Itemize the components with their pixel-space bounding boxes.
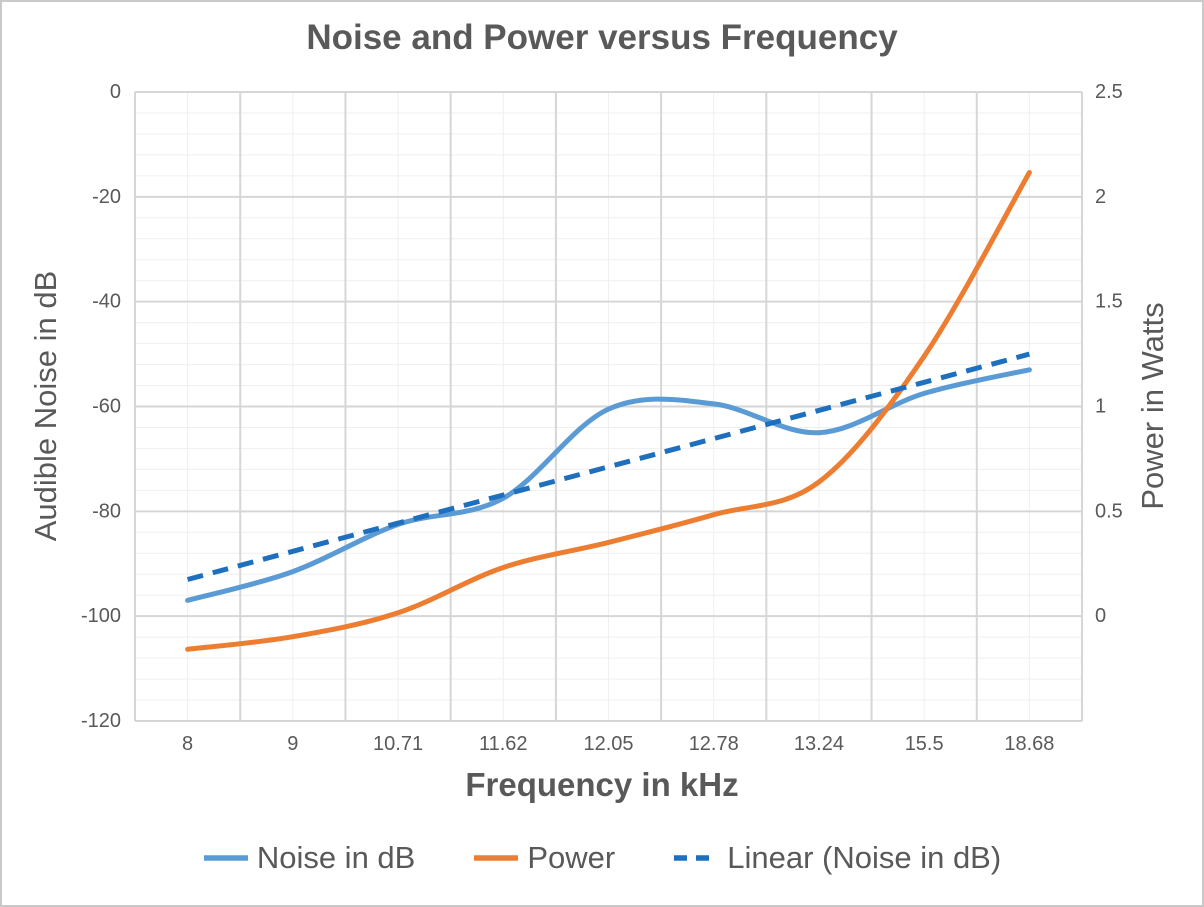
x-tick-label: 18.68 bbox=[1004, 733, 1054, 755]
legend-item-power: Power bbox=[473, 840, 615, 876]
series-line-linear-noise-in-db bbox=[186, 351, 1031, 582]
legend-item-linear-noise-in-db: Linear (Noise in dB) bbox=[673, 840, 1001, 876]
legend-line-swatch bbox=[674, 855, 719, 861]
legend-item-noise-in-db: Noise in dB bbox=[203, 840, 416, 876]
y-left-tick-label: -80 bbox=[92, 500, 121, 522]
legend: Noise in dB Power Linear (Noise in dB) bbox=[2, 832, 1202, 884]
y-right-tick-label: 2.5 bbox=[1095, 81, 1123, 103]
y-left-tick-label: 0 bbox=[110, 81, 121, 103]
x-tick-label: 8 bbox=[182, 733, 193, 755]
legend-label: Power bbox=[527, 840, 616, 875]
y-axis-left-title: Audible Noise in dB bbox=[28, 270, 63, 542]
x-tick-label: 12.78 bbox=[689, 733, 739, 755]
x-tick-label: 12.05 bbox=[583, 733, 633, 755]
y-left-tick-label: -60 bbox=[92, 396, 121, 418]
y-left-tick-label: -20 bbox=[92, 186, 121, 208]
y-right-tick-label: 1.5 bbox=[1095, 291, 1123, 313]
x-tick-label: 15.5 bbox=[905, 733, 944, 755]
legend-label: Linear (Noise in dB) bbox=[727, 840, 1002, 875]
x-axis-title: Frequency in kHz bbox=[465, 766, 739, 803]
y-axis-right-title: Power in Watts bbox=[1135, 302, 1170, 510]
x-tick-label: 9 bbox=[287, 733, 298, 755]
y-right-tick-label: 0 bbox=[1095, 605, 1106, 627]
legend-line-swatch bbox=[203, 855, 248, 861]
legend-line-swatch bbox=[474, 855, 519, 861]
y-right-tick-label: 1 bbox=[1095, 396, 1106, 418]
chart-title: Noise and Power versus Frequency bbox=[306, 18, 898, 57]
legend-label: Noise in dB bbox=[256, 840, 416, 875]
y-right-tick-label: 2 bbox=[1095, 186, 1106, 208]
x-tick-label: 11.62 bbox=[479, 733, 528, 755]
y-left-tick-label: -100 bbox=[81, 605, 121, 627]
x-tick-label: 13.24 bbox=[794, 733, 844, 755]
y-right-tick-label: 0.5 bbox=[1095, 500, 1123, 522]
y-left-tick-label: -40 bbox=[92, 291, 121, 313]
y-left-tick-label: -120 bbox=[81, 710, 121, 732]
x-tick-label: 10.71 bbox=[373, 733, 423, 755]
series-line-power bbox=[185, 170, 1032, 652]
